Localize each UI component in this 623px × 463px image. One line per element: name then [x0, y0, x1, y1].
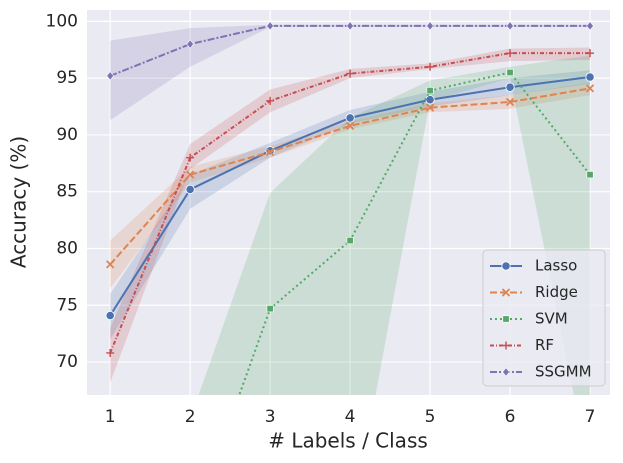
marker: [106, 260, 115, 269]
x-tick-label: 7: [585, 407, 596, 427]
confidence-band: [198, 55, 591, 395]
legend-label: RF: [535, 336, 554, 354]
legend-label: SVM: [535, 310, 568, 328]
x-tick-label: 4: [345, 407, 356, 427]
marker: [186, 153, 195, 162]
marker: [506, 68, 514, 76]
marker: [265, 147, 275, 157]
marker: [186, 39, 195, 49]
marker: [501, 261, 511, 271]
x-axis-label: # Labels / Class: [268, 429, 428, 453]
legend: Lasso Ridge SVM RF SSGMM: [490, 257, 592, 381]
y-tick-label: 70: [56, 352, 78, 372]
marker: [506, 49, 515, 58]
marker: [426, 21, 434, 31]
legend-label: SSGMM: [535, 363, 592, 381]
plot: [105, 21, 595, 395]
marker: [186, 170, 195, 179]
x-tick-label: 5: [425, 407, 436, 427]
y-tick-label: 80: [56, 238, 78, 258]
y-tick-label: 95: [56, 68, 78, 88]
marker: [502, 315, 510, 323]
legend-label: Ridge: [535, 283, 578, 301]
marker: [346, 21, 354, 31]
confidence-band: [110, 82, 591, 289]
x-tick-label: 3: [265, 407, 276, 427]
y-tick-label: 75: [56, 295, 78, 315]
y-tick-label: 90: [56, 125, 78, 145]
marker: [106, 71, 115, 81]
confidence-band: [110, 47, 591, 383]
marker: [185, 184, 195, 195]
legend-label: Lasso: [535, 257, 577, 275]
marker: [506, 21, 514, 31]
marker: [585, 72, 595, 82]
confidence-band: [110, 24, 591, 121]
marker: [505, 82, 515, 92]
marker: [586, 21, 594, 31]
y-axis-label: Accuracy (%): [7, 136, 31, 268]
marker: [505, 97, 515, 107]
axes: 70 75 80 85 90 95 100 1 2 3 4 5 6 7: [46, 11, 596, 427]
marker: [105, 310, 115, 321]
marker: [346, 237, 354, 245]
marker: [346, 69, 355, 78]
marker: [266, 21, 275, 31]
marker: [586, 49, 595, 58]
x-tick-label: 1: [105, 407, 116, 427]
marker: [425, 103, 435, 112]
x-tick-label: 2: [185, 407, 196, 427]
legend-box: [482, 249, 606, 387]
marker: [425, 95, 435, 105]
marker: [586, 171, 594, 179]
marker: [502, 341, 510, 350]
marker: [266, 305, 274, 313]
x-tick-label: 6: [505, 407, 516, 427]
marker: [501, 288, 511, 297]
marker: [585, 84, 595, 93]
y-tick-label: 85: [56, 182, 78, 202]
marker: [345, 121, 355, 130]
marker: [106, 348, 115, 357]
marker: [426, 87, 434, 95]
marker: [266, 96, 275, 105]
marker: [426, 62, 435, 71]
y-tick-label: 100: [46, 11, 78, 31]
marker: [502, 367, 510, 377]
marker: [345, 113, 355, 123]
